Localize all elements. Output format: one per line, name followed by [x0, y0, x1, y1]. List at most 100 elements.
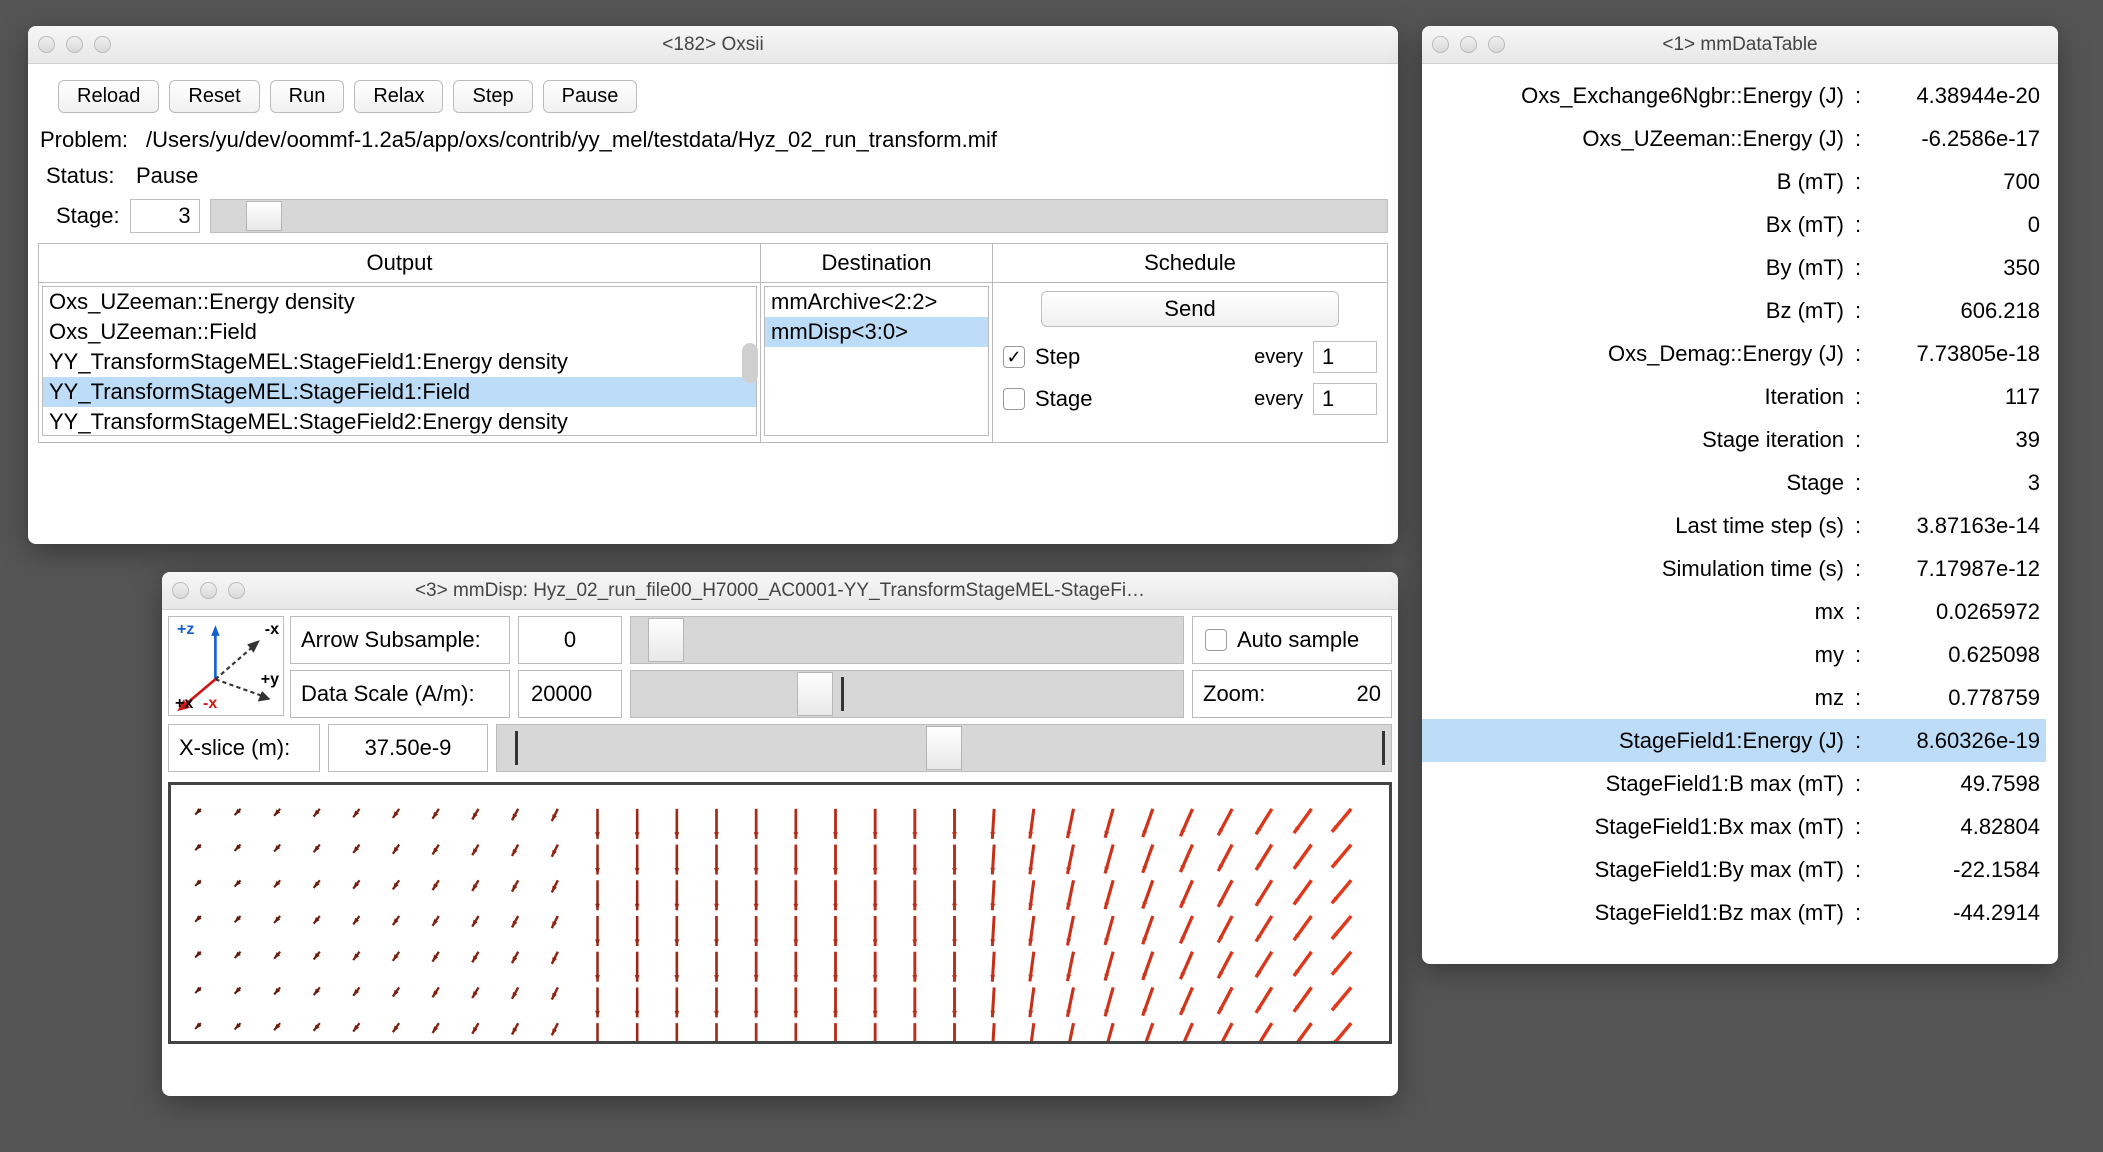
step-button[interactable]: Step	[453, 80, 532, 113]
vector-field-display	[168, 782, 1392, 1044]
row-value: 700	[1866, 169, 2046, 195]
mmdatatable-titlebar[interactable]: <1> mmDataTable	[1422, 26, 2058, 64]
colon: :	[1850, 255, 1866, 281]
stage-checkbox-label: Stage	[1035, 386, 1105, 412]
row-value: -6.2586e-17	[1866, 126, 2046, 152]
traffic-lights[interactable]	[172, 582, 245, 599]
data-table: Oxs_Exchange6Ngbr::Energy (J):4.38944e-2…	[1422, 64, 2058, 944]
data-scale-slider[interactable]	[630, 670, 1184, 718]
row-value: 39	[1866, 427, 2046, 453]
arrow-subsample-label: Arrow Subsample:	[290, 616, 510, 664]
destination-listbox[interactable]: mmArchive<2:2>mmDisp<3:0>	[761, 283, 993, 442]
every-label: every	[1254, 346, 1303, 369]
run-button[interactable]: Run	[270, 80, 345, 113]
close-icon[interactable]	[172, 582, 189, 599]
table-row[interactable]: Oxs_Exchange6Ngbr::Energy (J):4.38944e-2…	[1422, 74, 2046, 117]
stage-slider-thumb[interactable]	[246, 201, 282, 231]
data-scale-label: Data Scale (A/m):	[290, 670, 510, 718]
row-label: StageField1:B max (mT)	[1422, 771, 1850, 797]
table-row[interactable]: Simulation time (s):7.17987e-12	[1422, 547, 2046, 590]
step-every-input[interactable]: 1	[1313, 341, 1377, 373]
table-row[interactable]: Stage iteration:39	[1422, 418, 2046, 461]
arrow-subsample-value[interactable]: 0	[518, 616, 622, 664]
slider-thumb[interactable]	[648, 618, 684, 662]
row-label: StageField1:Energy (J)	[1422, 728, 1850, 754]
list-item[interactable]: YY_TransformStageMEL:StageField2:Energy …	[43, 407, 756, 436]
list-item[interactable]: YY_TransformStageMEL:StageField1:Energy …	[43, 347, 756, 377]
stage-every-input[interactable]: 1	[1313, 383, 1377, 415]
oxsii-title: <182> Oxsii	[28, 34, 1398, 56]
oxsii-titlebar[interactable]: <182> Oxsii	[28, 26, 1398, 64]
table-row[interactable]: Stage:3	[1422, 461, 2046, 504]
close-icon[interactable]	[38, 36, 55, 53]
row-value: 49.7598	[1866, 771, 2046, 797]
table-row[interactable]: Oxs_UZeeman::Energy (J):-6.2586e-17	[1422, 117, 2046, 160]
traffic-lights[interactable]	[38, 36, 111, 53]
every-label: every	[1254, 388, 1303, 411]
list-item[interactable]: Oxs_UZeeman::Energy density	[43, 287, 756, 317]
row-value: -22.1584	[1866, 857, 2046, 883]
row-label: mx	[1422, 599, 1850, 625]
table-row[interactable]: StageField1:Bz max (mT):-44.2914	[1422, 891, 2046, 934]
minimize-icon[interactable]	[1460, 36, 1477, 53]
minimize-icon[interactable]	[200, 582, 217, 599]
arrow-subsample-slider[interactable]	[630, 616, 1184, 664]
row-value: 8.60326e-19	[1866, 728, 2046, 754]
mmdisp-window: <3> mmDisp: Hyz_02_run_file00_H7000_AC00…	[162, 572, 1398, 1096]
step-checkbox[interactable]	[1003, 346, 1025, 368]
xslice-label: X-slice (m):	[168, 724, 320, 772]
list-item[interactable]: Oxs_UZeeman::Field	[43, 317, 756, 347]
send-button[interactable]: Send	[1041, 291, 1339, 327]
zoom-control[interactable]: Zoom: 20	[1192, 670, 1392, 718]
reset-button[interactable]: Reset	[169, 80, 259, 113]
list-item[interactable]: mmDisp<3:0>	[765, 317, 988, 347]
colon: :	[1850, 857, 1866, 883]
xslice-slider[interactable]	[496, 724, 1392, 772]
data-scale-value[interactable]: 20000	[518, 670, 622, 718]
pause-button[interactable]: Pause	[543, 80, 638, 113]
close-icon[interactable]	[1432, 36, 1449, 53]
axis-negx-top-label: -x	[265, 621, 279, 639]
table-row[interactable]: StageField1:By max (mT):-22.1584	[1422, 848, 2046, 891]
table-row[interactable]: Oxs_Demag::Energy (J):7.73805e-18	[1422, 332, 2046, 375]
minimize-icon[interactable]	[66, 36, 83, 53]
row-value: 0.778759	[1866, 685, 2046, 711]
table-row[interactable]: Iteration:117	[1422, 375, 2046, 418]
colon: :	[1850, 728, 1866, 754]
relax-button[interactable]: Relax	[354, 80, 443, 113]
auto-sample-checkbox[interactable]: Auto sample	[1192, 616, 1392, 664]
table-row[interactable]: StageField1:B max (mT):49.7598	[1422, 762, 2046, 805]
reload-button[interactable]: Reload	[58, 80, 159, 113]
table-row[interactable]: By (mT):350	[1422, 246, 2046, 289]
stage-slider[interactable]	[210, 199, 1388, 233]
table-row[interactable]: StageField1:Energy (J):8.60326e-19	[1422, 719, 2046, 762]
row-value: 117	[1866, 384, 2046, 410]
scrollbar-thumb[interactable]	[742, 343, 758, 383]
zoom-icon[interactable]	[228, 582, 245, 599]
zoom-icon[interactable]	[94, 36, 111, 53]
stage-checkbox[interactable]	[1003, 388, 1025, 410]
output-listbox[interactable]: Oxs_UZeeman::Energy densityOxs_UZeeman::…	[39, 283, 761, 442]
column-headers: Output Destination Schedule	[38, 243, 1388, 283]
xslice-value[interactable]: 37.50e-9	[328, 724, 488, 772]
stage-label: Stage:	[56, 203, 120, 229]
table-row[interactable]: mx:0.0265972	[1422, 590, 2046, 633]
table-row[interactable]: StageField1:Bx max (mT):4.82804	[1422, 805, 2046, 848]
colon: :	[1850, 685, 1866, 711]
table-row[interactable]: B (mT):700	[1422, 160, 2046, 203]
traffic-lights[interactable]	[1432, 36, 1505, 53]
zoom-icon[interactable]	[1488, 36, 1505, 53]
row-value: 3	[1866, 470, 2046, 496]
slider-thumb[interactable]	[797, 672, 833, 716]
slider-thumb[interactable]	[926, 726, 962, 770]
table-row[interactable]: Last time step (s):3.87163e-14	[1422, 504, 2046, 547]
row-label: mz	[1422, 685, 1850, 711]
list-item[interactable]: mmArchive<2:2>	[765, 287, 988, 317]
table-row[interactable]: my:0.625098	[1422, 633, 2046, 676]
table-row[interactable]: Bz (mT):606.218	[1422, 289, 2046, 332]
mmdisp-titlebar[interactable]: <3> mmDisp: Hyz_02_run_file00_H7000_AC00…	[162, 572, 1398, 610]
list-item[interactable]: YY_TransformStageMEL:StageField1:Field	[43, 377, 756, 407]
table-row[interactable]: Bx (mT):0	[1422, 203, 2046, 246]
oxsii-window: <182> Oxsii Reload Reset Run Relax Step Pause…	[28, 26, 1398, 544]
table-row[interactable]: mz:0.778759	[1422, 676, 2046, 719]
